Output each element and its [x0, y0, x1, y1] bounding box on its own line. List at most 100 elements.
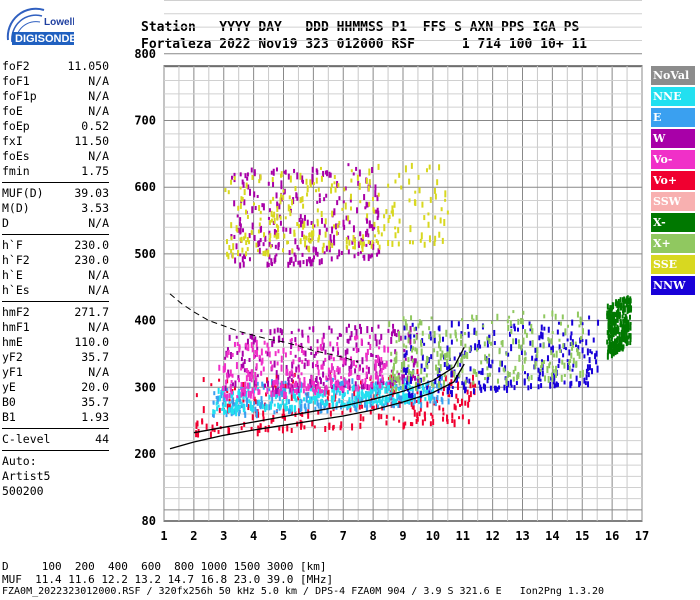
echo-point	[611, 312, 614, 317]
echo-point	[312, 387, 315, 392]
echo-point	[197, 428, 200, 433]
echo-point	[361, 392, 364, 400]
y-tick-label: 80	[142, 514, 156, 528]
echo-point	[469, 345, 472, 352]
echo-point	[321, 363, 324, 370]
echo-point	[371, 167, 374, 174]
echo-point	[358, 367, 361, 372]
parameter-value: 110.0	[74, 335, 109, 349]
echo-point	[358, 389, 361, 395]
echo-point	[534, 347, 537, 353]
echo-point	[620, 302, 623, 309]
echo-point	[336, 200, 339, 206]
echo-point	[417, 174, 420, 180]
echo-point	[287, 204, 290, 212]
echo-point	[304, 392, 307, 396]
echo-point	[608, 313, 611, 320]
echo-point	[255, 377, 258, 381]
echo-point	[271, 340, 274, 347]
echo-point	[412, 360, 415, 368]
echo-point	[273, 211, 276, 218]
echo-point	[553, 353, 556, 358]
echo-point	[491, 359, 494, 364]
echo-point	[523, 379, 526, 384]
parameter-name: M(D)	[2, 201, 30, 215]
echo-point	[308, 257, 311, 264]
echo-point	[330, 239, 333, 246]
echo-point	[277, 349, 280, 354]
echo-point	[330, 353, 333, 360]
echo-point	[299, 400, 302, 405]
echo-point	[334, 375, 337, 381]
echo-point	[217, 395, 220, 402]
echo-point	[594, 353, 597, 360]
echo-point	[266, 261, 269, 265]
echo-point	[551, 345, 554, 353]
echo-point	[418, 379, 421, 384]
echo-point	[261, 381, 264, 387]
echo-point	[319, 166, 322, 170]
echo-point	[403, 325, 406, 331]
echo-point	[301, 196, 304, 203]
echo-point	[486, 340, 489, 348]
echo-point	[410, 345, 413, 352]
echo-point	[275, 253, 278, 257]
echo-point	[300, 404, 303, 412]
echo-point	[303, 220, 306, 228]
echo-point	[520, 317, 523, 324]
echo-point	[269, 244, 272, 249]
echo-point	[351, 378, 354, 385]
echo-point	[626, 341, 629, 346]
echo-point	[306, 192, 309, 197]
echo-point	[620, 329, 623, 334]
echo-point	[422, 388, 425, 395]
echo-point	[587, 381, 590, 388]
panel-separator	[2, 182, 109, 183]
echo-point	[227, 426, 230, 434]
echo-point	[336, 342, 339, 347]
echo-point	[612, 333, 615, 338]
parameter-row: B1 1.93	[2, 410, 109, 425]
echo-point	[369, 409, 372, 415]
echo-point	[628, 333, 631, 337]
echo-point	[385, 420, 388, 426]
echo-point	[385, 360, 388, 367]
echo-point	[537, 384, 540, 390]
echo-point	[259, 403, 262, 410]
echo-point	[457, 321, 460, 327]
logo-line1: Lowell	[44, 17, 74, 28]
echo-point	[629, 296, 632, 300]
echo-point	[233, 179, 236, 183]
echo-point	[358, 169, 361, 177]
echo-point	[294, 186, 297, 192]
parameter-name: h`E	[2, 268, 23, 282]
echo-point	[429, 336, 432, 341]
echo-point	[377, 192, 380, 197]
echo-point	[575, 343, 578, 347]
echo-point	[618, 333, 621, 340]
echo-point	[237, 250, 240, 257]
echo-point	[296, 172, 299, 180]
echo-point	[275, 370, 278, 376]
echo-point	[584, 381, 587, 386]
echo-point	[534, 363, 537, 370]
echo-point	[281, 426, 284, 434]
echo-point	[569, 358, 572, 363]
parameter-value: N/A	[88, 216, 109, 230]
echo-point	[376, 216, 379, 221]
echo-point	[550, 338, 553, 345]
echo-point	[288, 250, 291, 256]
echo-point	[374, 381, 377, 386]
echo-point	[241, 389, 244, 396]
echo-point	[289, 206, 292, 210]
echo-point	[371, 240, 374, 245]
legend-item: W	[651, 129, 695, 148]
echo-point	[361, 388, 364, 394]
echo-point	[458, 373, 461, 378]
echo-point	[521, 318, 524, 325]
echo-point	[292, 373, 295, 378]
echo-point	[390, 351, 393, 356]
echo-point	[390, 336, 393, 344]
echo-point	[231, 405, 234, 412]
echo-point	[387, 183, 390, 188]
